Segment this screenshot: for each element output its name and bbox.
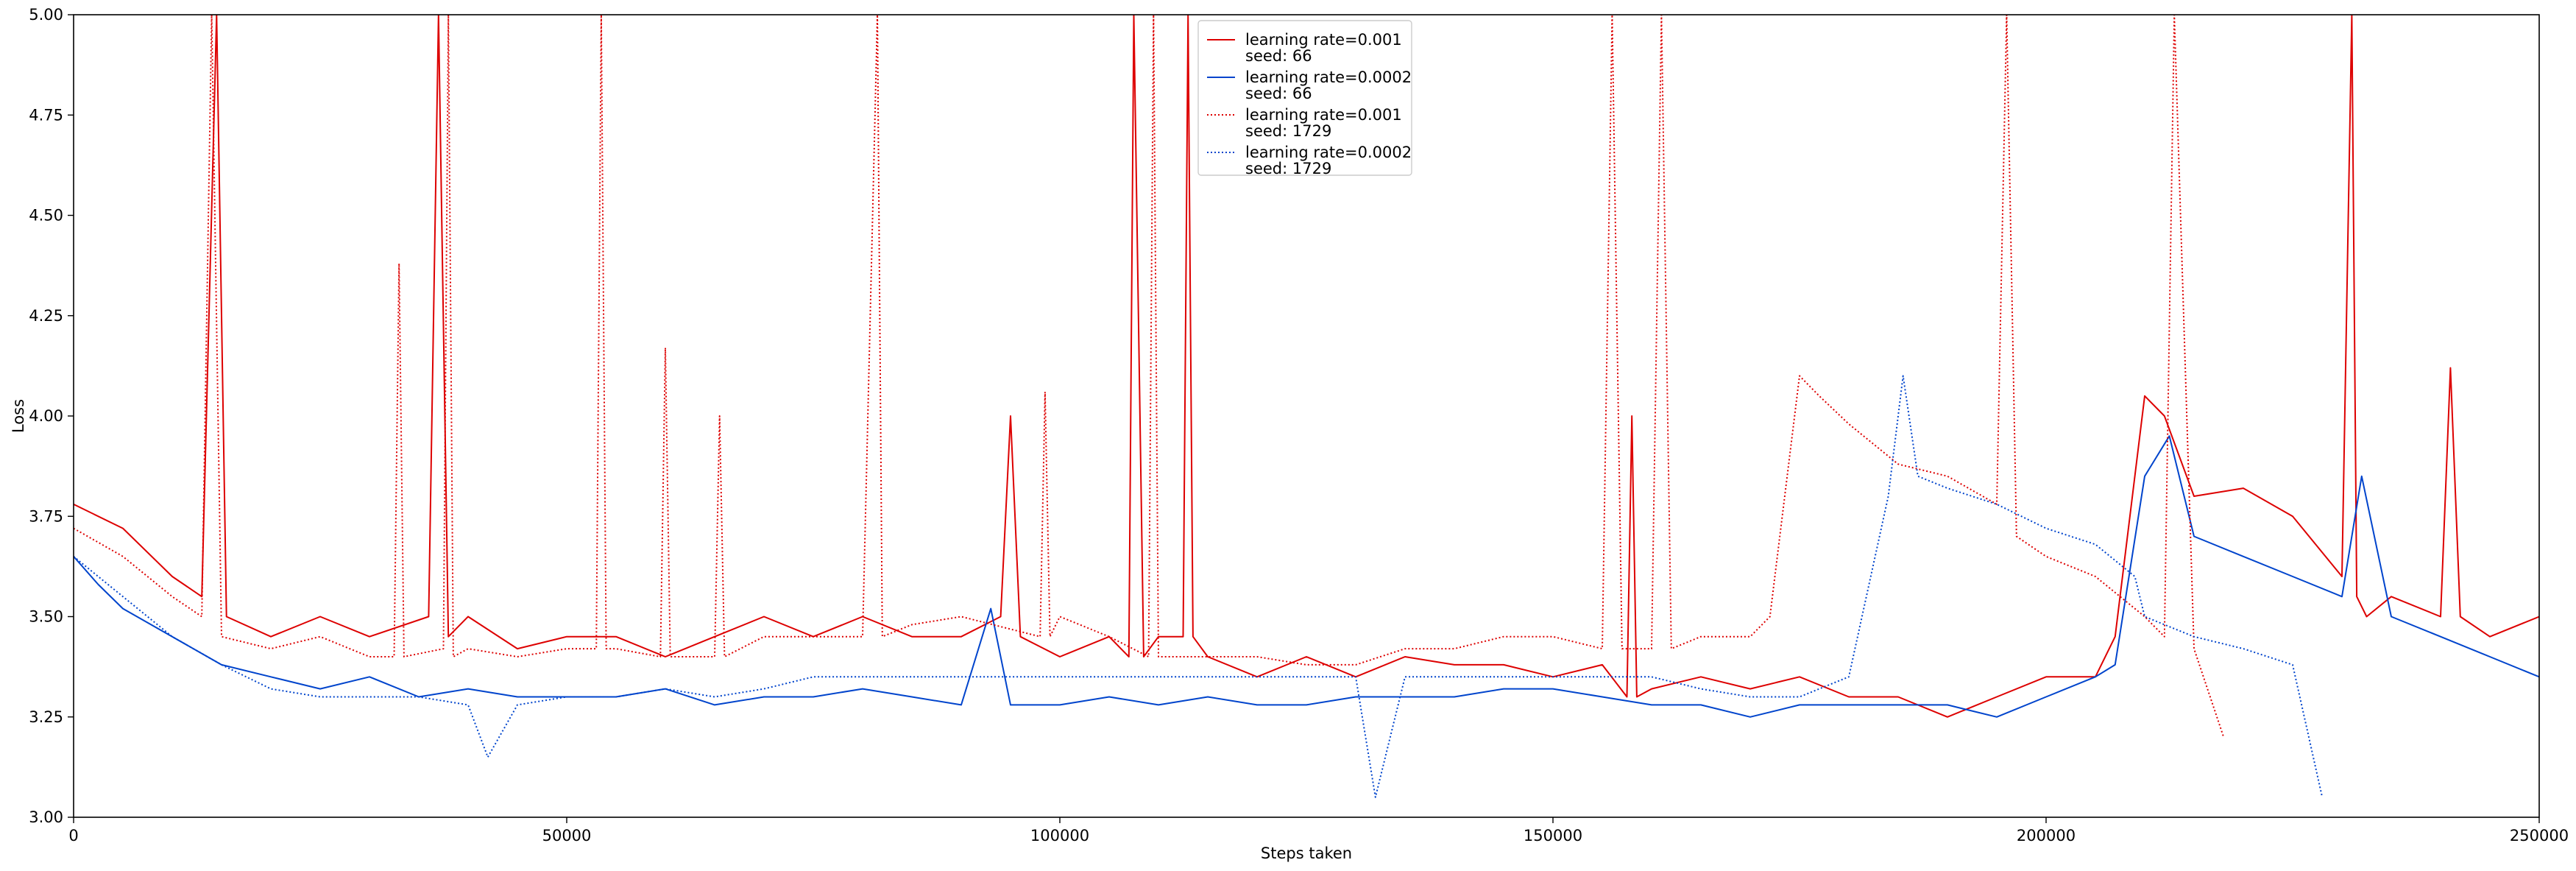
series-line-4 [74,375,2324,798]
legend-box [1197,20,1412,176]
y-tick-label: 4.75 [29,106,63,124]
y-tick-label: 4.00 [29,407,63,425]
x-tick-label: 0 [68,827,78,844]
x-axis: 0 50000 100000 150000 200000 250000 [68,817,2569,844]
x-tick-label: 250000 [2510,827,2569,844]
series-layer [74,15,2539,798]
x-tick-label: 100000 [1030,827,1089,844]
legend-label-3: learning rate=0.001 [1245,106,1402,124]
series-line-2 [74,435,2539,718]
y-tick-label: 5.00 [29,6,63,24]
series-line-3 [74,15,2225,738]
y-tick-label: 3.50 [29,608,63,626]
legend-sublabel-4: seed: 1729 [1245,160,1331,177]
legend-label-4: learning rate=0.0002 [1245,144,1412,161]
x-axis-label: Steps taken [1261,844,1352,862]
legend-sublabel-1: seed: 66 [1245,47,1312,65]
y-axis-label: Loss [10,399,27,433]
y-tick-label: 4.50 [29,207,63,225]
y-tick-label: 3.25 [29,708,63,726]
y-tick-label: 3.00 [29,808,63,826]
x-tick-label: 200000 [2017,827,2076,844]
x-tick-label: 150000 [1524,827,1582,844]
legend-sublabel-3: seed: 1729 [1245,122,1331,140]
y-tick-label: 4.25 [29,307,63,325]
y-axis: 3.00 3.25 3.50 3.75 4.00 4.25 4.50 4.75 5.00 [29,6,74,826]
legend-sublabel-2: seed: 66 [1245,85,1312,102]
y-tick-label: 3.75 [29,507,63,525]
x-tick-label: 50000 [542,827,592,844]
legend-label-2: learning rate=0.0002 [1245,68,1412,86]
legend-label-1: learning rate=0.001 [1245,31,1402,49]
